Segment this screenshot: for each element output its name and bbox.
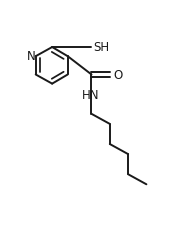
Text: O: O xyxy=(113,68,123,81)
Text: N: N xyxy=(27,49,36,62)
Text: HN: HN xyxy=(82,88,99,101)
Text: SH: SH xyxy=(94,41,110,54)
